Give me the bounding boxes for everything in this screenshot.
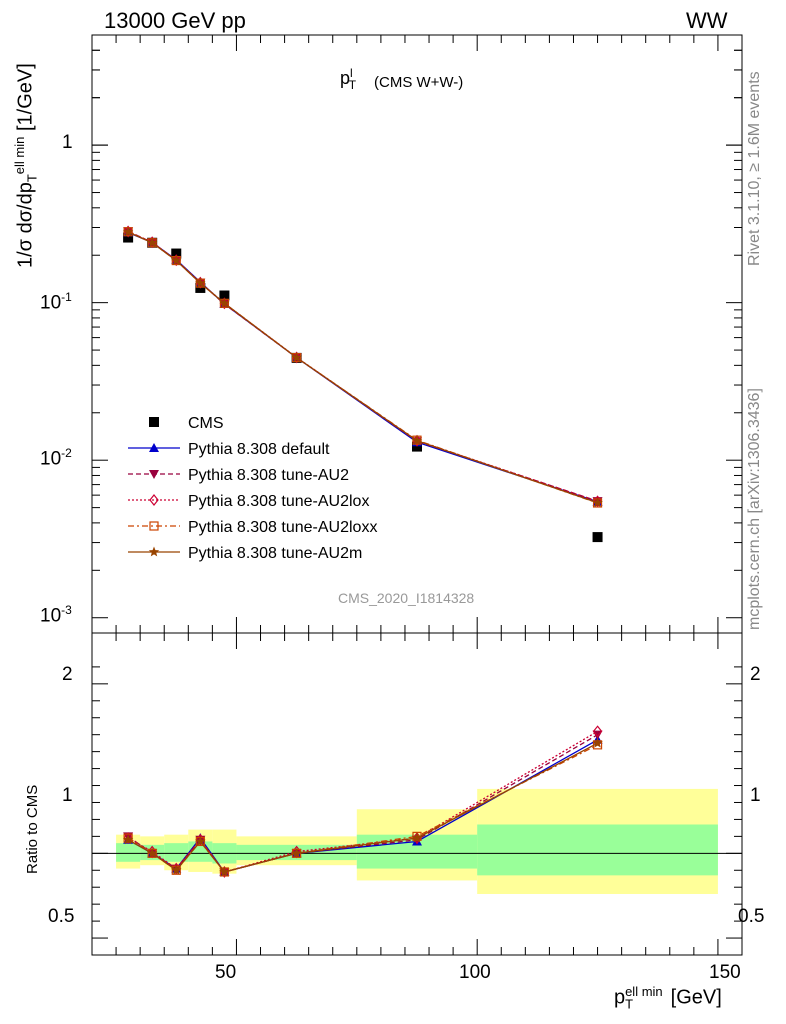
legend-label-5: Pythia 8.308 tune-AU2m — [188, 545, 362, 562]
ratio-point-s2-0 — [123, 832, 133, 845]
panel-frames — [91, 34, 743, 956]
ratio-series-group — [122, 725, 603, 878]
series-5 — [122, 226, 603, 508]
y-tick-label-1: 1 — [62, 132, 73, 153]
legend-marker-5 — [148, 546, 160, 557]
ratio-point-s4-1 — [147, 847, 158, 858]
ratio-point-s4-7 — [592, 737, 603, 748]
series-4 — [123, 227, 603, 508]
legend-label-1: Pythia 8.308 default — [188, 441, 330, 458]
ratio-panel-frame — [91, 632, 743, 956]
point-s0-4 — [219, 290, 230, 301]
inner-band-bin-2 — [164, 843, 189, 862]
point-s5-2 — [171, 255, 182, 265]
series-line-4 — [127, 231, 598, 504]
ratio-tick-label-0.5: 0.5 — [48, 906, 75, 927]
series-1 — [123, 227, 603, 506]
legend-label-2: Pythia 8.308 tune-AU2 — [188, 467, 349, 484]
ratio-point-s2-7 — [592, 725, 603, 738]
series-2 — [123, 227, 603, 507]
legend-entry-4: Pythia 8.308 tune-AU2loxx — [128, 519, 377, 536]
legend-entry-1: Pythia 8.308 default — [128, 441, 330, 458]
legend-entry-2: Pythia 8.308 tune-AU2 — [128, 467, 349, 484]
y-axis-label-ratio: Ratio to CMS — [24, 784, 41, 874]
point-s5-4 — [219, 297, 230, 308]
ratio-line-4 — [127, 742, 598, 873]
legend-marker-3 — [149, 494, 159, 506]
legend-marker-1 — [149, 443, 159, 452]
main-panel-frame — [91, 34, 743, 634]
legend-entry-3: Pythia 8.308 tune-AU2lox — [128, 493, 369, 510]
ratio-point-s4-2 — [171, 864, 182, 875]
rivet-version-label: Rivet 3.1.10, ≥ 1.6M events — [746, 71, 763, 266]
axis-ticks — [92, 34, 742, 955]
point-s0-2 — [171, 248, 182, 259]
x-tick-label-50: 50 — [215, 962, 237, 983]
legend-marker-0 — [149, 417, 159, 427]
point-s5-5 — [291, 352, 302, 362]
legend-marker-2 — [149, 470, 159, 479]
ratio-point-s4-6 — [411, 832, 423, 843]
series-3 — [123, 225, 603, 508]
x-axis-label: pTell min [GeV] — [614, 984, 722, 1012]
x-tick-label-100: 100 — [459, 962, 491, 983]
x-tick-label-150: 150 — [709, 962, 741, 983]
point-s5-0 — [122, 226, 134, 237]
legend-label-0: CMS — [188, 415, 224, 432]
point-s5-3 — [195, 277, 206, 288]
ratio-tick-label-0.5-right: 0.5 — [738, 906, 765, 927]
y-tick-label-0.01: 10-2 — [40, 446, 72, 470]
point-s5-6 — [411, 435, 423, 446]
legend: CMS Pythia 8.308 default Pythia 8.308 tune… — [128, 415, 377, 562]
process-label: WW — [686, 8, 728, 33]
y-tick-label-0.001: 10-3 — [40, 603, 72, 627]
ratio-point-s4-0 — [122, 834, 134, 845]
legend-label-4: Pythia 8.308 tune-AU2loxx — [188, 519, 377, 536]
legend-marker-4 — [149, 521, 159, 531]
point-s5-1 — [147, 237, 158, 248]
ratio-point-s4-5 — [291, 847, 302, 858]
ratio-uncertainty-bands — [116, 788, 718, 894]
point-s0-0 — [123, 232, 134, 243]
ratio-tick-label-1: 1 — [62, 785, 73, 806]
legend-entry-0: CMS — [149, 415, 224, 432]
mcplots-label: mcplots.cern.ch [arXiv:1306.3436] — [746, 388, 763, 630]
y-tick-label-0.1: 10-1 — [40, 290, 72, 314]
legend-entry-5: Pythia 8.308 tune-AU2m — [128, 545, 362, 562]
point-s0-7 — [592, 532, 603, 543]
inner-band-bin-7 — [477, 824, 718, 876]
ratio-point-s2-5 — [291, 845, 302, 858]
y-axis-label-main: 1/σ dσ/dpTell min [1/GeV] — [12, 63, 40, 268]
point-s3-0 — [123, 225, 133, 238]
series-line-3 — [127, 230, 598, 502]
analysis-id: CMS_2020_I1814328 — [338, 590, 475, 606]
energy-label: 13000 GeV pp — [104, 8, 246, 33]
ratio-tick-label-1-right: 1 — [750, 785, 761, 806]
ratio-series-4 — [122, 737, 603, 877]
series-line-2 — [127, 230, 598, 502]
series-line-5 — [127, 231, 598, 504]
ratio-point-s4-3 — [195, 836, 206, 846]
inner-band-bin-0 — [116, 843, 141, 862]
point-s3-7 — [592, 495, 603, 508]
legend-label-3: Pythia 8.308 tune-AU2lox — [188, 493, 369, 510]
point-s5-7 — [592, 497, 603, 508]
ratio-tick-label-2-right: 2 — [750, 664, 761, 685]
ratio-tick-label-2: 2 — [62, 664, 73, 685]
ratio-point-s2-3 — [195, 833, 206, 846]
series-line-1 — [127, 231, 598, 503]
ratio-point-s2-1 — [147, 845, 157, 858]
observable-symbol: plT — [340, 66, 357, 92]
ratio-point-s4-4 — [219, 866, 230, 877]
main-series-group — [122, 225, 603, 543]
observable-label: (CMS W+W-) — [374, 74, 464, 91]
